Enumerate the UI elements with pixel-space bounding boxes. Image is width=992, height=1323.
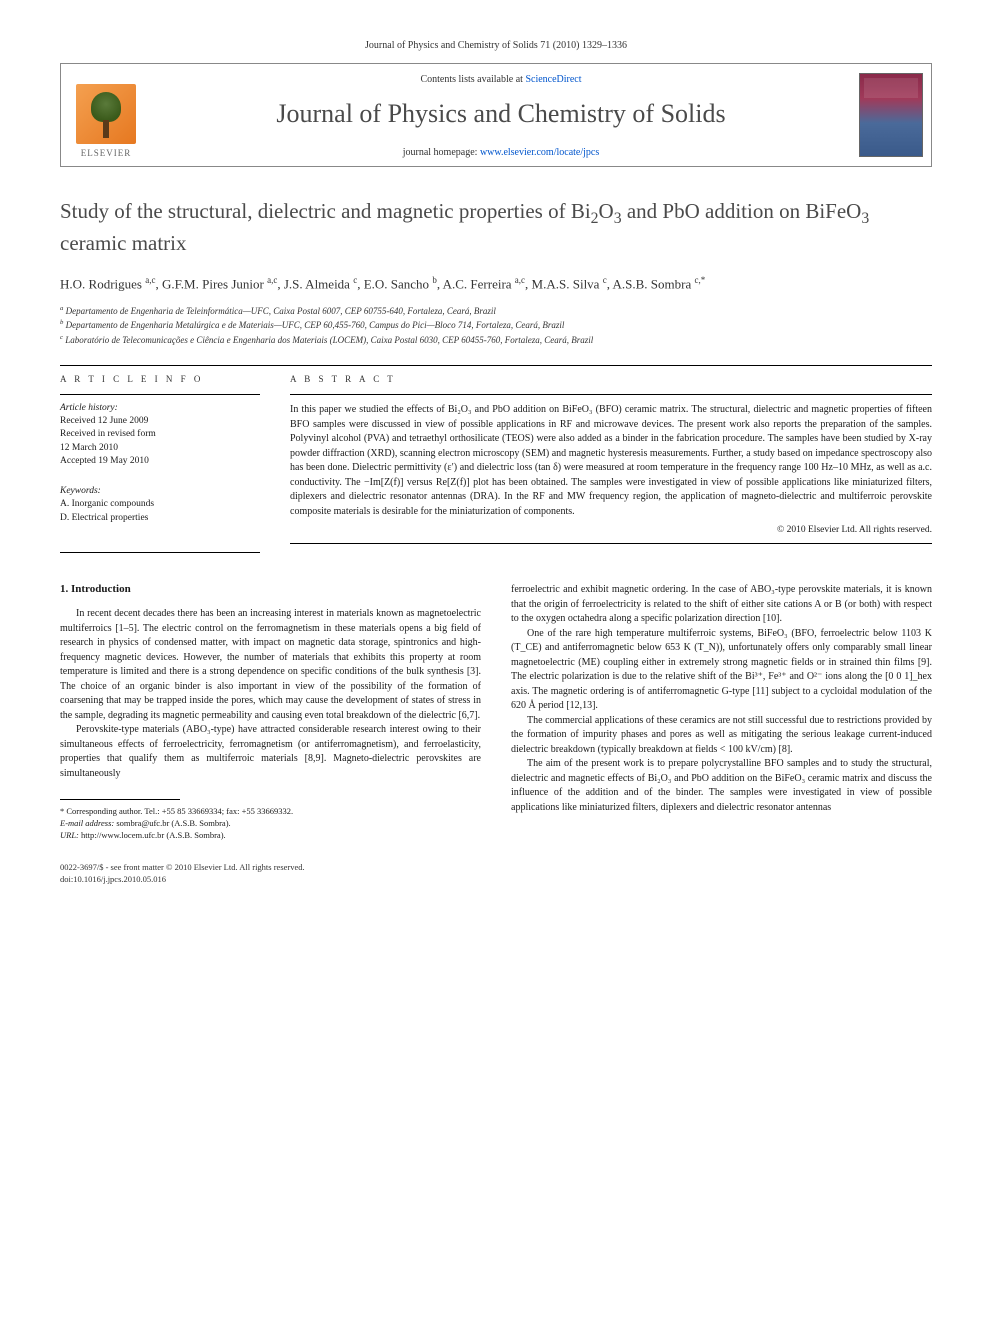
- header-citation: Journal of Physics and Chemistry of Soli…: [60, 40, 932, 51]
- keywords-block: Keywords: A. Inorganic compounds D. Elec…: [60, 486, 260, 525]
- history-received: Received 12 June 2009: [60, 415, 260, 428]
- bottom-meta: 0022-3697/$ - see front matter © 2010 El…: [60, 862, 481, 886]
- intro-para-3: ferroelectric and exhibit magnetic order…: [511, 583, 932, 627]
- affiliation-c: c Laboratório de Telecomunicações e Ciên…: [60, 333, 932, 348]
- body-columns: 1. Introduction In recent decent decades…: [60, 583, 932, 885]
- email-value: sombra@ufc.br (A.S.B. Sombra).: [116, 818, 230, 828]
- article-info-heading: A R T I C L E I N F O: [60, 374, 260, 384]
- email-label: E-mail address:: [60, 818, 114, 828]
- keyword-2: D. Electrical properties: [60, 512, 260, 525]
- elsevier-tree-icon: [76, 84, 136, 144]
- journal-masthead: ELSEVIER Contents lists available at Sci…: [60, 63, 932, 167]
- issn-line: 0022-3697/$ - see front matter © 2010 El…: [60, 862, 481, 874]
- url-value: http://www.locem.ufc.br (A.S.B. Sombra).: [81, 830, 226, 840]
- article-info-block: A R T I C L E I N F O Article history: R…: [60, 374, 260, 552]
- abstract-block: A B S T R A C T In this paper we studied…: [290, 374, 932, 552]
- contents-available-line: Contents lists available at ScienceDirec…: [171, 74, 831, 85]
- history-revised1: Received in revised form: [60, 428, 260, 441]
- corresponding-author-footnote: * Corresponding author. Tel.: +55 85 336…: [60, 806, 481, 818]
- publisher-name: ELSEVIER: [81, 148, 132, 158]
- body-column-right: ferroelectric and exhibit magnetic order…: [511, 583, 932, 885]
- intro-para-6: The aim of the present work is to prepar…: [511, 757, 932, 815]
- journal-cover-block: [851, 64, 931, 166]
- homepage-line: journal homepage: www.elsevier.com/locat…: [171, 147, 831, 158]
- intro-para-2: Perovskite-type materials (ABO₃-type) ha…: [60, 723, 481, 781]
- homepage-prefix: journal homepage:: [403, 147, 480, 158]
- intro-para-4: One of the rare high temperature multife…: [511, 627, 932, 714]
- title-part1: Study of the structural, dielectric and …: [60, 199, 591, 223]
- author-list: H.O. Rodrigues a,c, G.F.M. Pires Junior …: [60, 274, 932, 294]
- divider-info: [60, 394, 260, 395]
- affiliations: a Departamento de Engenharia de Teleinfo…: [60, 304, 932, 348]
- abstract-text: In this paper we studied the effects of …: [290, 403, 932, 519]
- email-footnote: E-mail address: sombra@ufc.br (A.S.B. So…: [60, 818, 481, 830]
- abstract-heading: A B S T R A C T: [290, 374, 932, 384]
- intro-para-5: The commercial applications of these cer…: [511, 714, 932, 758]
- footnote-divider: [60, 799, 180, 800]
- title-part4: ceramic matrix: [60, 231, 187, 255]
- doi-line: doi:10.1016/j.jpcs.2010.05.016: [60, 874, 481, 886]
- sciencedirect-link[interactable]: ScienceDirect: [525, 74, 581, 85]
- divider-abstract: [290, 394, 932, 395]
- journal-cover-thumbnail: [859, 73, 923, 157]
- info-abstract-row: A R T I C L E I N F O Article history: R…: [60, 374, 932, 552]
- article-title: Study of the structural, dielectric and …: [60, 197, 932, 258]
- keywords-label: Keywords:: [60, 486, 260, 496]
- section-1-heading: 1. Introduction: [60, 583, 481, 595]
- keyword-1: A. Inorganic compounds: [60, 498, 260, 511]
- contents-prefix: Contents lists available at: [420, 74, 525, 85]
- abstract-copyright: © 2010 Elsevier Ltd. All rights reserved…: [290, 525, 932, 535]
- journal-name: Journal of Physics and Chemistry of Soli…: [171, 99, 831, 129]
- body-column-left: 1. Introduction In recent decent decades…: [60, 583, 481, 885]
- intro-para-1: In recent decent decades there has been …: [60, 607, 481, 723]
- url-label: URL:: [60, 830, 79, 840]
- divider-abstract-bottom: [290, 543, 932, 544]
- title-part2: O: [599, 199, 614, 223]
- journal-homepage-link[interactable]: www.elsevier.com/locate/jpcs: [480, 147, 599, 158]
- publisher-logo-block: ELSEVIER: [61, 64, 151, 166]
- affiliation-b: b Departamento de Engenharia Metalúrgica…: [60, 318, 932, 333]
- affiliation-a: a Departamento de Engenharia de Teleinfo…: [60, 304, 932, 319]
- history-accepted: Accepted 19 May 2010: [60, 455, 260, 468]
- divider-top: [60, 365, 932, 366]
- history-revised2: 12 March 2010: [60, 442, 260, 455]
- title-part3: and PbO addition on BiFeO: [622, 199, 862, 223]
- masthead-center: Contents lists available at ScienceDirec…: [151, 64, 851, 166]
- url-footnote: URL: http://www.locem.ufc.br (A.S.B. Som…: [60, 830, 481, 842]
- divider-info-bottom: [60, 552, 260, 553]
- history-label: Article history:: [60, 403, 260, 413]
